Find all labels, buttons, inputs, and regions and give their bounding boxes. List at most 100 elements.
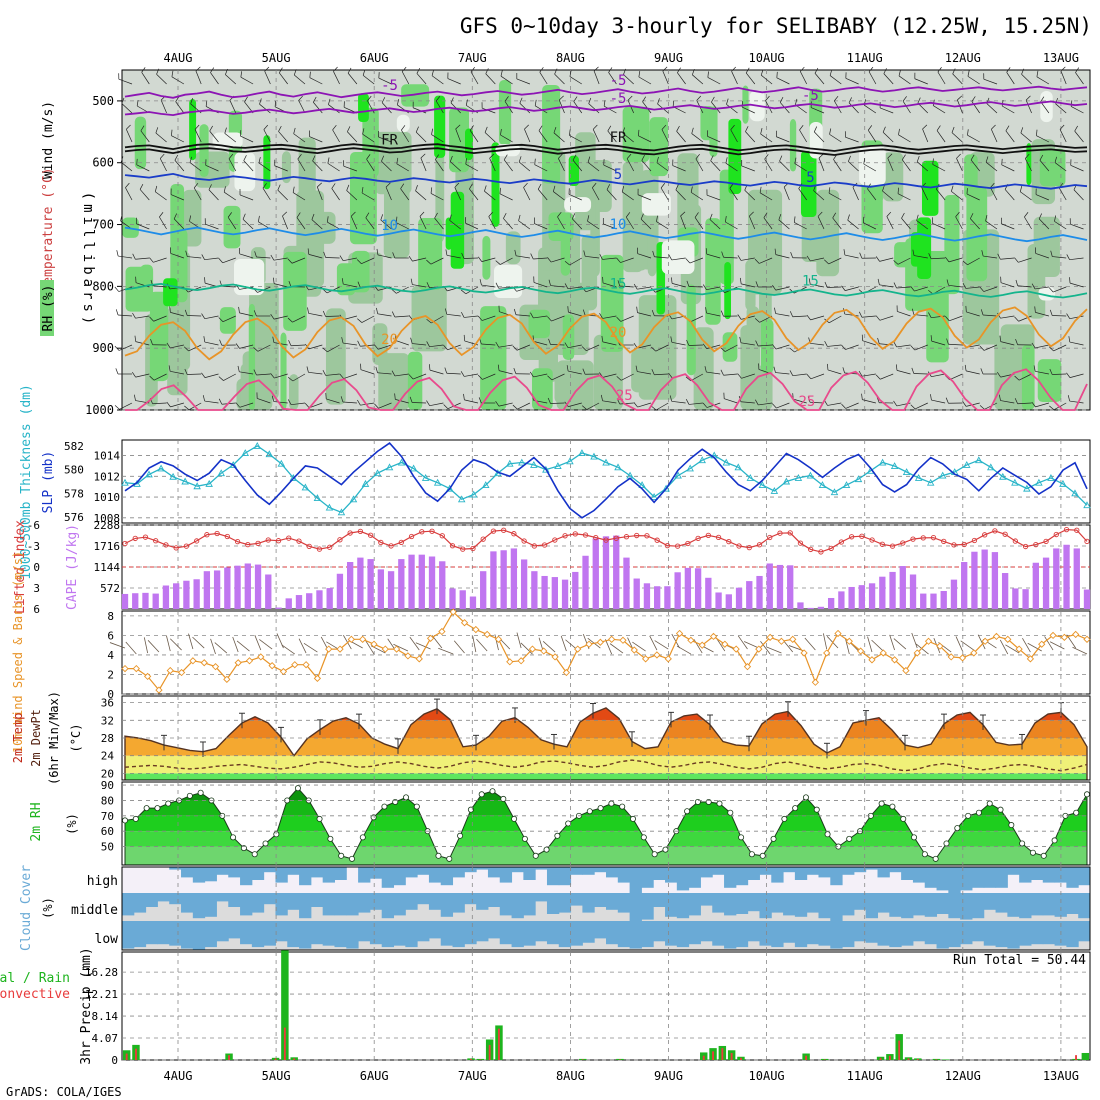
wind-barb-flag [670,336,673,343]
wind-barb [793,398,807,404]
li-point [511,531,517,537]
wind-barb [447,78,461,85]
wind-barb-flag [834,95,839,102]
wind-barb [420,157,427,172]
thickness-point [145,470,153,478]
cloud-cell [1019,921,1032,946]
wind-barb [620,257,634,263]
cloud-cell [877,867,890,878]
wind-barb [983,344,998,351]
wind-barb-flag [193,182,199,189]
rh-point [727,809,734,816]
cloud-cell [1066,921,1079,948]
wind-barb [503,218,513,230]
cloud-cell [275,893,288,916]
wind-speed-point [868,656,876,664]
wind-barb [880,373,894,380]
wind-barb-flag [979,405,985,410]
wind-barb-flag [1001,100,1004,107]
precip-conv-bar [581,1059,584,1060]
li-point [388,543,394,549]
wind-barb-flag [1054,156,1057,163]
wind-barb [621,373,634,381]
wind-barb [845,344,859,350]
wind-barb-flag [1066,313,1071,319]
cloud-cell [263,921,276,946]
wind-barb-10m [415,642,431,650]
wind-barb [813,190,825,201]
cloud-cell [122,893,135,916]
wind-barb [435,100,444,114]
wind-barb-flag [616,376,622,381]
date-label-bottom: 9AUG [654,1069,683,1083]
wind-barb-flag [429,364,431,371]
cloud-cell [724,893,737,916]
cloud-unit-label: (%) [41,897,55,919]
rh-blob-moist [600,254,624,352]
wind-speed-point [766,633,774,642]
wind-barb [1070,223,1084,230]
cloud-cell [358,867,371,883]
rh-blob-moist [966,187,988,282]
wind-barb-flag [755,340,759,347]
wind-barb-flag [1015,339,1018,345]
wind-barb-flag [737,373,742,379]
wind-barb-flag [391,311,396,318]
wind-barb [362,75,375,85]
wind-barb [419,216,427,230]
cloud-cell [417,893,430,905]
wind-barb [776,77,790,85]
wind-barb [967,257,980,266]
wind-speed-point [913,649,921,657]
wind-barb-flag [282,211,288,217]
rh-blob-moist [531,368,553,410]
wind-barb-flag [1034,306,1036,313]
wind-axis-label: Wind (m/s) [41,101,56,179]
wind-barb [170,253,185,259]
wind-barb-flag [327,157,330,164]
wind-barb-flag [426,282,430,288]
wind-barb [602,315,617,319]
rh-blob-moist [528,309,550,339]
li-point [224,533,230,540]
cape-bar [561,579,569,609]
li-point [449,543,456,549]
cloud-cell [759,867,772,875]
li-point [183,543,190,549]
wind-speed-point [313,674,322,683]
wind-barb-flag [208,184,212,190]
wind-barb [606,189,617,201]
li-point [408,533,415,540]
wind-barb-10m [192,636,205,649]
wind-barb [553,132,565,143]
wind-barb-flag [401,66,407,72]
wind-barb-flag [136,100,139,107]
temp-tick-label: 20 [101,767,114,780]
wind-barb [1058,187,1067,201]
wind-barb [937,71,946,85]
rh-blob-mid [281,151,292,184]
temp-tick-label: 32 [101,714,114,727]
thickness-point [530,460,538,468]
wind-barb [204,373,219,378]
wind-barb-flag [721,251,724,258]
wind-barb [381,161,392,172]
wind-barb [327,344,340,353]
precip-conv-bar [879,1057,882,1060]
cloud-cell [865,893,879,919]
thickness-point [397,458,406,466]
cape-tick-label: 572 [100,582,120,595]
cape-bar [213,570,221,609]
isotherm-label: 10 [381,218,398,234]
wind-barb [640,218,652,230]
wind-barb-flag [910,345,915,351]
wind-barb-flag [149,316,154,322]
cloud-cell [452,893,465,913]
wind-barb [446,372,461,375]
thickness-point [542,465,550,473]
li-point [1084,538,1090,545]
cape-bar [418,554,425,609]
wind-speed-point [438,627,446,636]
cloud-cell [535,893,548,902]
